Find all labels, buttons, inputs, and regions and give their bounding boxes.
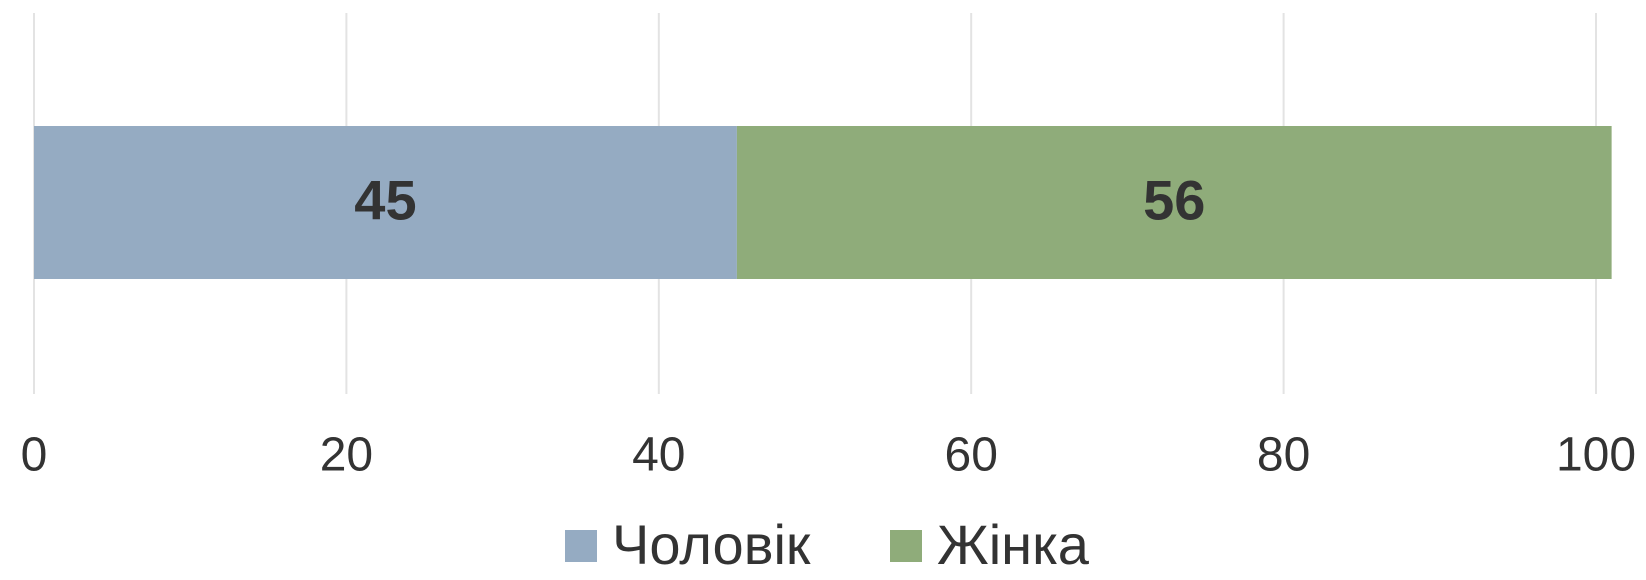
legend-label: Жінка (937, 513, 1090, 576)
x-tick-label: 100 (1556, 429, 1636, 482)
value-label: 45 (354, 168, 416, 231)
bar-segment (34, 126, 737, 279)
legend-label: Чоловік (612, 513, 811, 576)
legend-swatch (890, 530, 922, 562)
value-label: 56 (1143, 168, 1205, 231)
x-tick-label: 60 (945, 429, 998, 482)
bar-segment (736, 126, 1612, 279)
x-tick-label: 20 (320, 429, 373, 482)
x-tick-label: 80 (1257, 429, 1310, 482)
legend-swatch (565, 530, 597, 562)
x-tick-label: 0 (21, 429, 48, 482)
x-tick-label: 40 (632, 429, 685, 482)
